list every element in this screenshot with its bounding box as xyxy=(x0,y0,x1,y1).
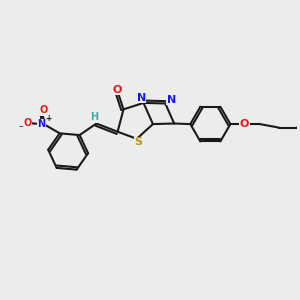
Text: N: N xyxy=(38,119,46,130)
Text: +: + xyxy=(45,113,51,122)
Text: N: N xyxy=(136,93,146,103)
Text: S: S xyxy=(134,137,142,147)
Text: O: O xyxy=(39,105,48,116)
Text: O: O xyxy=(23,118,32,128)
Text: O: O xyxy=(240,119,249,129)
Text: ⁻: ⁻ xyxy=(18,124,23,133)
Text: N: N xyxy=(167,95,176,105)
Text: H: H xyxy=(90,112,98,122)
Text: O: O xyxy=(112,85,122,94)
